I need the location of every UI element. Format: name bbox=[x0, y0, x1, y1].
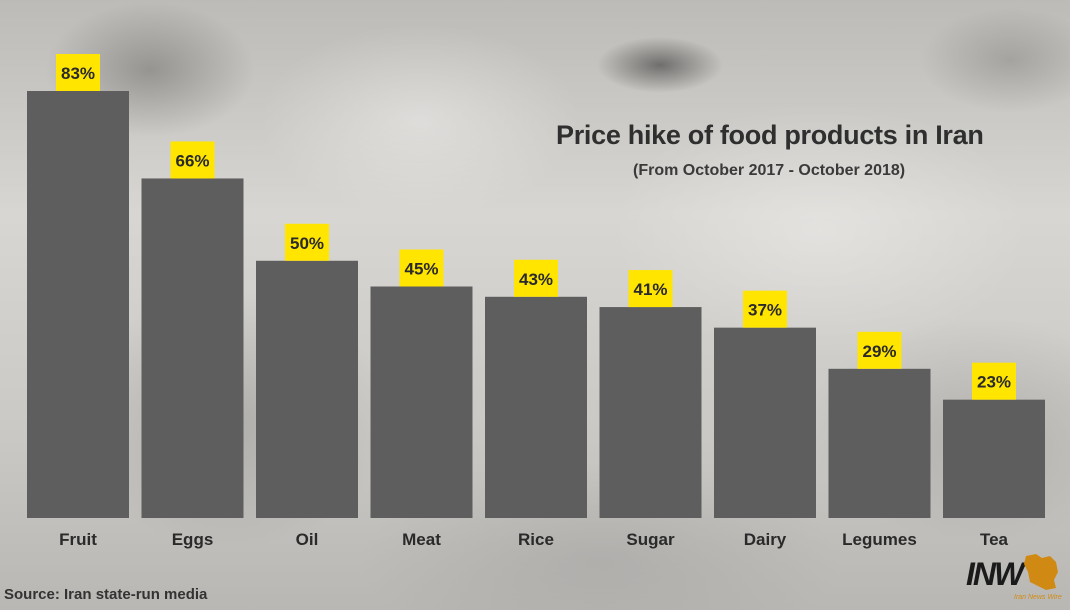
category-label: Oil bbox=[296, 530, 319, 549]
bar-fruit bbox=[27, 91, 129, 518]
bar-dairy bbox=[714, 327, 816, 518]
chart-subtitle: (From October 2017 - October 2018) bbox=[633, 162, 906, 179]
bar-meat bbox=[370, 286, 473, 518]
value-label-box bbox=[56, 54, 100, 91]
bar-eggs bbox=[141, 178, 244, 518]
value-label-box bbox=[743, 290, 787, 328]
value-label: 29% bbox=[862, 342, 896, 361]
chart-title: Price hike of food products in Iran bbox=[556, 120, 984, 150]
category-label: Fruit bbox=[59, 530, 97, 549]
brand-logo: INW Iran News Wire bbox=[966, 550, 1066, 606]
value-label: 83% bbox=[61, 64, 95, 83]
logo-mark: INW bbox=[966, 556, 1024, 592]
bar-legumes bbox=[828, 368, 931, 518]
value-label: 37% bbox=[748, 301, 782, 320]
value-label: 23% bbox=[977, 373, 1011, 392]
value-label-box bbox=[514, 259, 558, 297]
category-label: Eggs bbox=[172, 530, 214, 549]
value-label: 45% bbox=[404, 259, 438, 278]
value-label-box bbox=[972, 362, 1016, 400]
bar-rice bbox=[485, 296, 587, 518]
category-label: Rice bbox=[518, 530, 554, 549]
category-label: Dairy bbox=[744, 530, 787, 549]
iran-map-icon bbox=[1024, 554, 1058, 590]
source-note: Source: Iran state-run media bbox=[4, 586, 208, 603]
value-label: 66% bbox=[175, 151, 209, 170]
category-label: Meat bbox=[402, 530, 441, 549]
value-label-box bbox=[170, 141, 215, 179]
value-label-box bbox=[399, 249, 444, 287]
category-label: Sugar bbox=[626, 530, 675, 549]
value-label: 43% bbox=[519, 270, 553, 289]
value-label-box bbox=[628, 270, 673, 308]
value-label: 50% bbox=[290, 234, 324, 253]
category-label: Tea bbox=[980, 530, 1009, 549]
bar-oil bbox=[256, 260, 358, 518]
logo-subtitle: Iran News Wire bbox=[1014, 594, 1062, 601]
bar-tea bbox=[943, 399, 1045, 518]
value-label: 41% bbox=[633, 280, 667, 299]
category-label: Legumes bbox=[842, 530, 917, 549]
bar-sugar bbox=[599, 307, 702, 518]
value-label-box bbox=[857, 331, 902, 369]
value-label-box bbox=[285, 223, 329, 261]
